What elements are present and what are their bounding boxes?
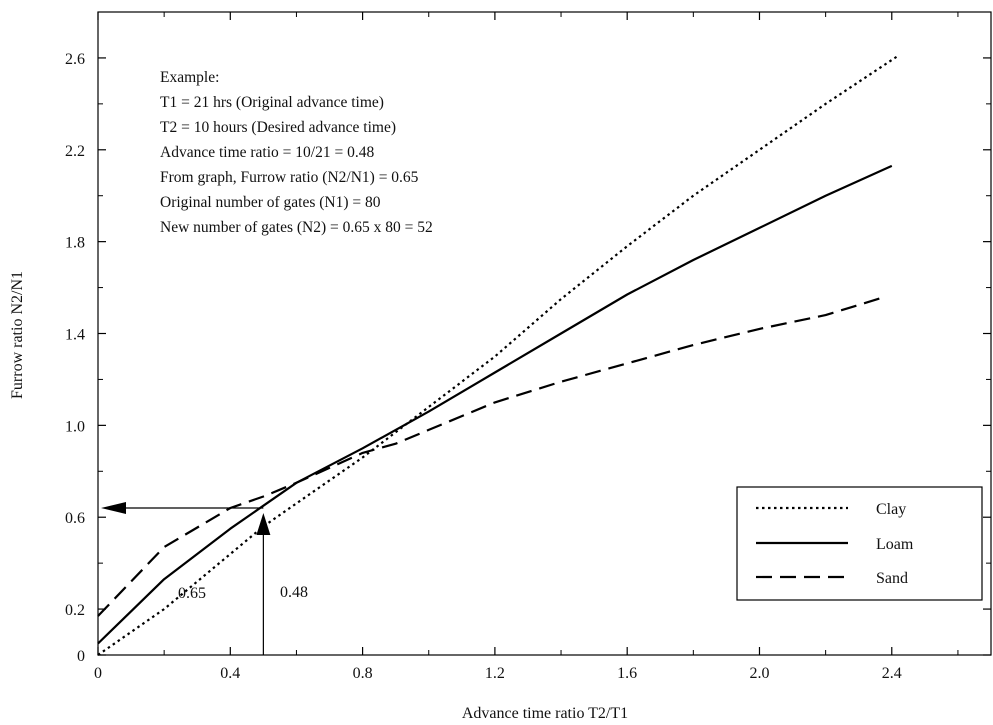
y-tick-label: 2.6 (65, 51, 85, 68)
x-axis-title: Advance time ratio T2/T1 (462, 705, 628, 722)
x-tick-label: 0 (94, 665, 102, 682)
series-line-loam (97, 164, 893, 645)
example-line: Advance time ratio = 10/21 = 0.48 (160, 144, 374, 161)
y-tick-label: 1.4 (65, 327, 85, 344)
y-tick-label: 2.2 (65, 143, 85, 160)
x-marker-arrowhead (256, 513, 271, 536)
y-tick-label: 0.6 (65, 510, 85, 527)
x-tick-label: 2.4 (882, 665, 902, 682)
y-tick-label: 0.2 (65, 602, 85, 619)
axis-ticks (97, 12, 991, 656)
x-tick-label: 2.0 (749, 665, 769, 682)
legend: Clay Loam Sand (736, 486, 983, 601)
example-line: New number of gates (N2) = 0.65 x 80 = 5… (160, 219, 433, 236)
example-line: T1 = 21 hrs (Original advance time) (160, 94, 384, 111)
series-layer (97, 54, 900, 656)
tick-labels: 0 0.4 0.8 1.2 1.6 2.0 2.4 0 0.2 0.6 1.0 1.4 1.8 2.2 2.… (65, 51, 902, 682)
example-note: Example: T1 = 21 hrs (Original advance t… (160, 69, 433, 236)
example-line: From graph, Furrow ratio (N2/N1) = 0.65 (160, 169, 419, 186)
x-tick-label: 1.2 (485, 665, 505, 682)
y-marker-label: 0.65 (178, 585, 206, 602)
x-tick-label: 0.4 (220, 665, 240, 682)
y-tick-label: 1.8 (65, 235, 85, 252)
legend-label-loam: Loam (876, 536, 914, 553)
example-markers (101, 502, 271, 655)
y-marker-arrowhead (101, 502, 126, 515)
legend-label-clay: Clay (876, 501, 906, 518)
x-marker-label: 0.48 (280, 584, 308, 601)
example-line: Original number of gates (N1) = 80 (160, 194, 381, 211)
y-tick-label: 1.0 (65, 418, 85, 435)
y-axis-title: Furrow ratio N2/N1 (9, 271, 26, 399)
example-line: T2 = 10 hours (Desired advance time) (160, 119, 396, 136)
legend-label-sand: Sand (876, 570, 908, 587)
example-line: Example: (160, 69, 219, 86)
x-tick-label: 1.6 (617, 665, 637, 682)
x-tick-label: 0.8 (353, 665, 373, 682)
y-tick-label: 0 (77, 648, 85, 665)
series-line-sand (97, 295, 886, 617)
